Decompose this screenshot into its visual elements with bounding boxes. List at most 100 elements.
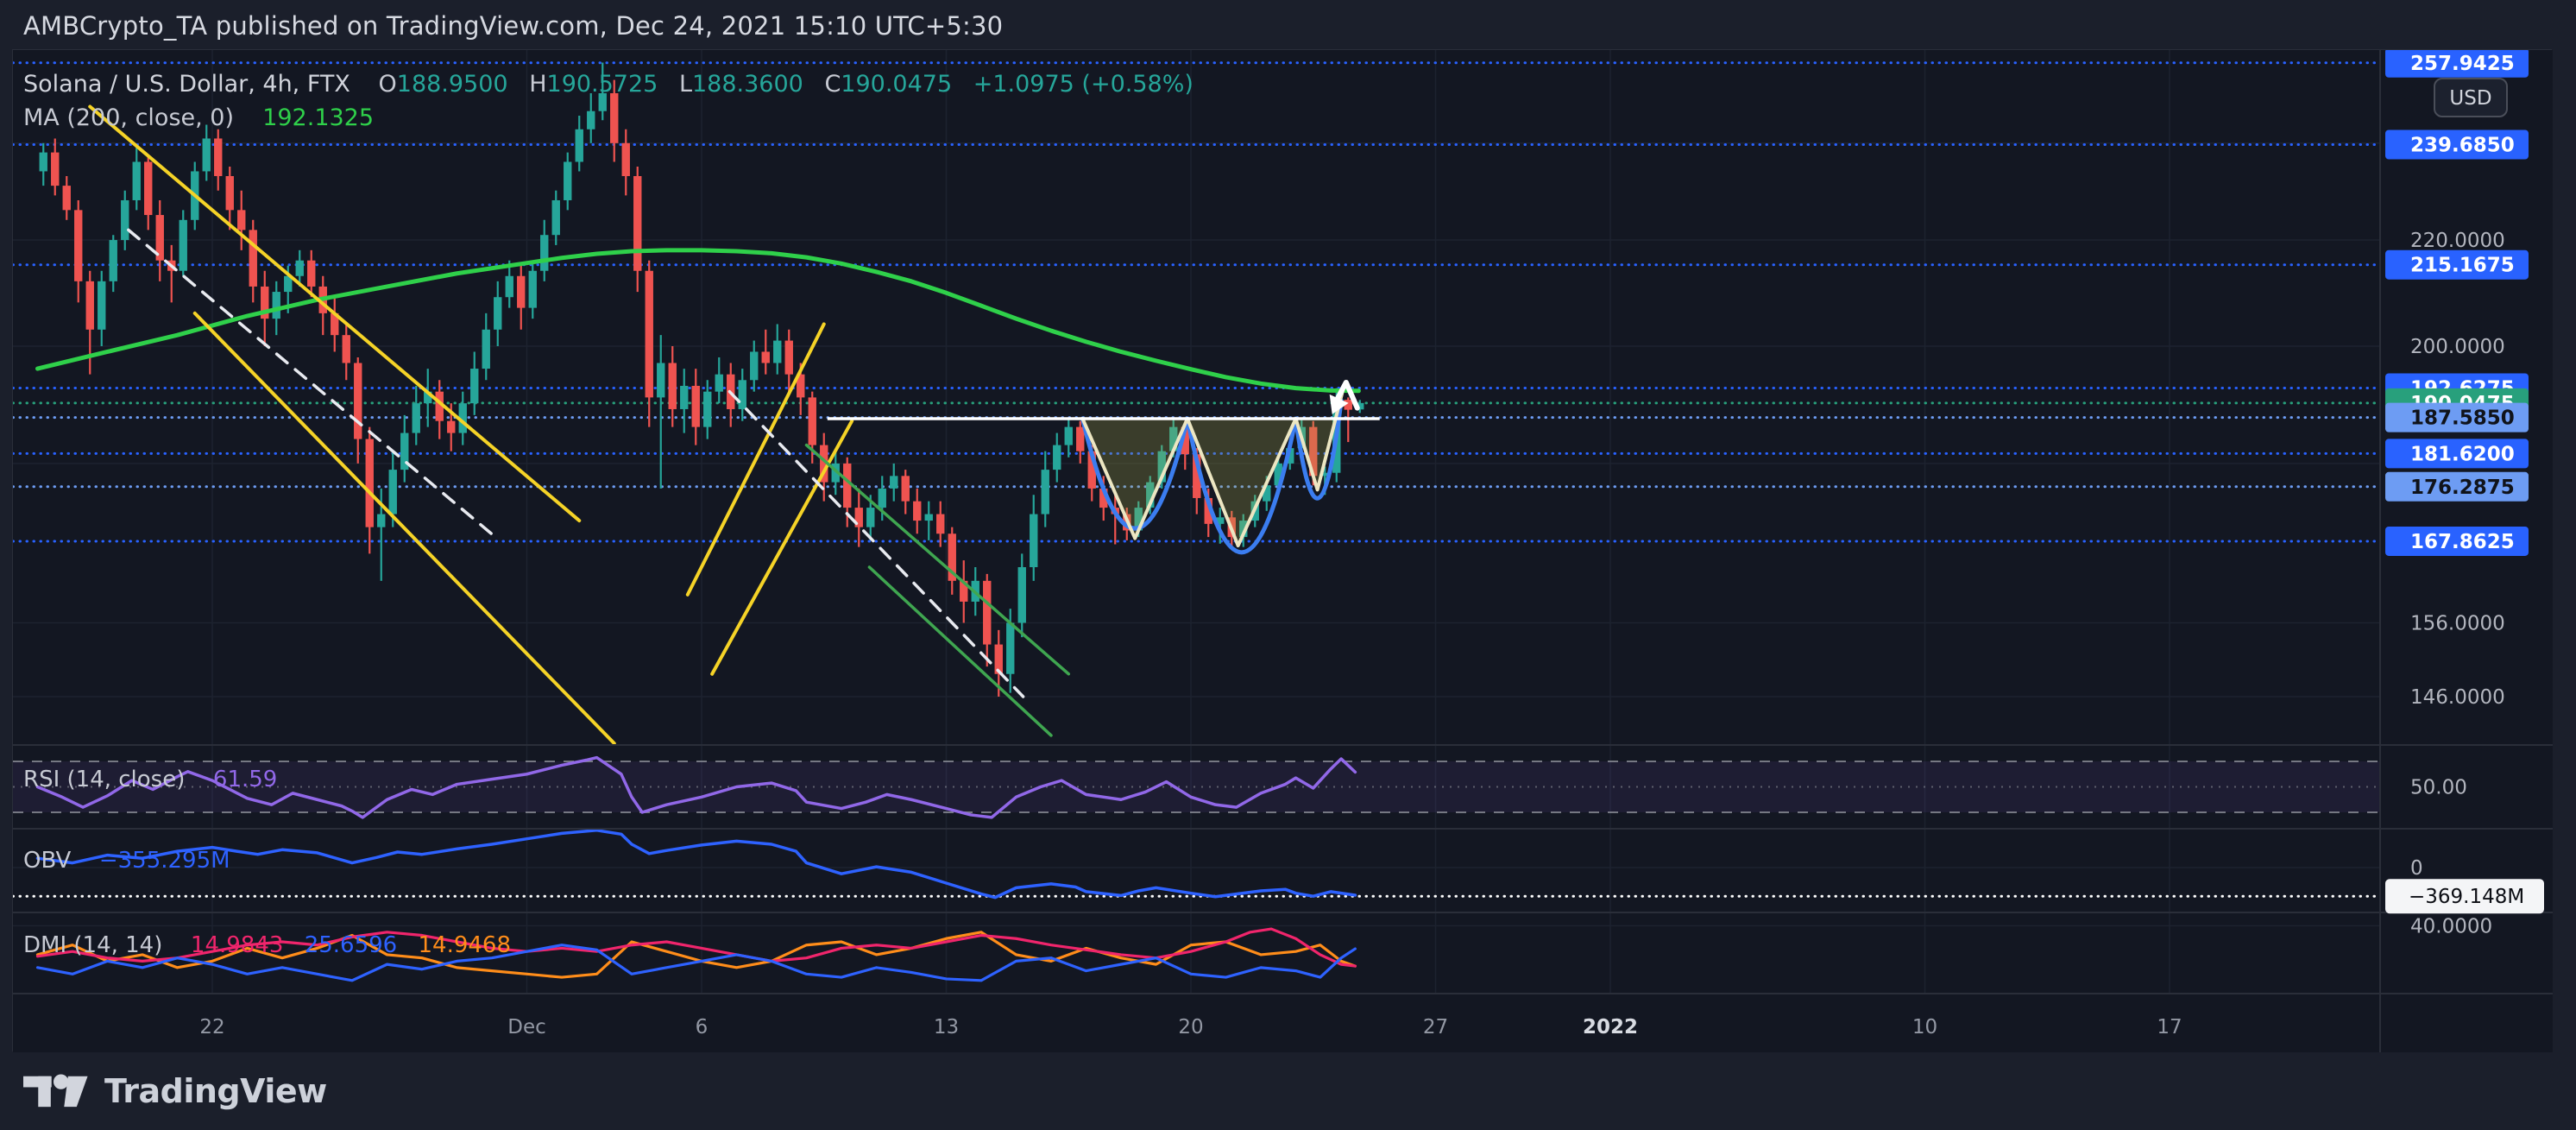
close-label: C — [824, 71, 841, 98]
candle-body — [494, 297, 502, 330]
rsi-label: RSI (14, close) — [23, 767, 186, 792]
price-axis[interactable]: 220.0000 200.0000 156.0000 146.0000 50.00 0 40… — [2385, 47, 2544, 937]
low-label: L — [678, 71, 692, 98]
cup-arc — [1294, 398, 1344, 501]
rsi-legend[interactable]: RSI (14, close) 61.59 — [23, 767, 277, 792]
candle-body — [994, 644, 1003, 674]
candle-body — [1146, 482, 1155, 508]
tradingview-logo-text: TradingView — [104, 1072, 327, 1110]
chart-background — [13, 50, 2553, 1052]
candle-body — [703, 391, 712, 427]
chart-canvas[interactable]: 220.0000 200.0000 156.0000 146.0000 50.00 0 40… — [11, 47, 2553, 1052]
candle-body — [890, 476, 898, 489]
candle-body — [470, 369, 479, 404]
candle-body — [1087, 451, 1096, 489]
candle-body — [1157, 451, 1166, 483]
candle-body — [1286, 448, 1294, 464]
candle-body — [808, 397, 816, 445]
candle-body — [1204, 497, 1212, 524]
candle-body — [482, 329, 490, 369]
candle-body — [948, 533, 956, 581]
rsi-axis-label: 50.00 — [2410, 777, 2467, 799]
obv-pane — [11, 829, 2382, 900]
candle-body — [249, 230, 257, 287]
pattern-fill — [1082, 418, 1338, 546]
candle-body — [225, 175, 234, 211]
currency-button[interactable]: USD — [2434, 78, 2508, 117]
currency-button-label: USD — [2449, 87, 2491, 110]
price-badge-label: 215.1675 — [2410, 255, 2515, 277]
candle-body — [388, 470, 397, 514]
candle-body — [237, 210, 246, 230]
pattern-layer — [1080, 388, 1345, 555]
candle-body — [132, 161, 141, 200]
open-label: O — [378, 71, 397, 98]
obv-badge — [2385, 879, 2544, 914]
candle-body — [272, 292, 280, 319]
candle-body — [913, 501, 922, 521]
price-badge-label: 176.2875 — [2410, 477, 2515, 499]
candle-body — [645, 270, 653, 398]
candle-body — [62, 186, 71, 211]
candle-body — [458, 403, 467, 433]
rsi-pane — [13, 755, 2380, 819]
candle-body — [866, 508, 875, 527]
candle-body — [901, 476, 910, 502]
candle-body — [1263, 485, 1271, 502]
candle-body — [750, 351, 759, 381]
dmi-pane — [35, 927, 1357, 982]
time-axis-label: 27 — [1423, 1016, 1448, 1038]
candle-body — [1181, 426, 1189, 455]
candle-body — [924, 514, 933, 521]
candle-body — [540, 235, 549, 271]
candle-body — [505, 275, 513, 298]
price-badge-label: 181.6200 — [2410, 443, 2515, 465]
candle-body — [936, 514, 945, 534]
candle-body — [598, 92, 607, 111]
price-axis-label: 146.0000 — [2410, 686, 2505, 709]
candle-body — [51, 152, 60, 186]
candle-body — [1309, 426, 1318, 477]
candle-body — [621, 142, 630, 176]
candle-body — [179, 219, 187, 271]
candle-body — [400, 432, 409, 470]
candle-body — [960, 580, 968, 602]
dmi-legend[interactable]: DMI (14, 14) 14.9843 25.6596 14.9468 — [23, 932, 511, 958]
candle-body — [354, 363, 362, 439]
price-axis-label: 220.0000 — [2410, 230, 2505, 252]
yellow-flag-line — [685, 322, 826, 597]
high-value: 190.5725 — [546, 71, 658, 98]
time-axis[interactable]: 22 Dec 6 13 20 27 2022 10 17 — [199, 1016, 2182, 1038]
time-axis-label: 6 — [696, 1016, 709, 1038]
low-value: 188.3600 — [692, 71, 803, 98]
candle-body — [854, 508, 863, 527]
currency-button-box — [2434, 78, 2508, 117]
ma-legend[interactable]: MA (200, close, 0) 192.1325 — [23, 104, 374, 131]
candle-body — [983, 580, 992, 645]
price-badge-label: 187.5850 — [2410, 407, 2515, 430]
candle-body — [1356, 402, 1364, 410]
candle-body — [121, 199, 129, 241]
candle-body — [517, 275, 526, 308]
price-axis-label: 156.0000 — [2410, 613, 2505, 635]
change-value: +1.0975 (+0.58%) — [973, 71, 1194, 98]
candle-body — [1064, 426, 1073, 445]
price-badge-label: 167.8625 — [2410, 531, 2515, 553]
candle-body — [342, 335, 350, 363]
candle-body — [1041, 470, 1049, 514]
candle-body — [1099, 488, 1108, 508]
candle-body — [214, 138, 223, 176]
dmi-minus-di-value: 14.9468 — [418, 932, 512, 958]
ma-value: 192.1325 — [262, 104, 375, 131]
candle-body — [1030, 514, 1038, 568]
candle-body — [98, 281, 106, 330]
candle-body — [1239, 521, 1248, 538]
yellow-channel-line — [88, 104, 582, 523]
candle-body — [831, 463, 840, 483]
obv-legend[interactable]: OBV −355.295M — [23, 848, 230, 874]
candle-body — [633, 175, 642, 271]
candle-body — [435, 391, 444, 421]
candle-body — [331, 312, 339, 336]
symbol-legend[interactable]: Solana / U.S. Dollar, 4h, FTX O188.9500 … — [23, 71, 1194, 98]
tradingview-logo[interactable]: TradingView — [23, 1069, 327, 1114]
